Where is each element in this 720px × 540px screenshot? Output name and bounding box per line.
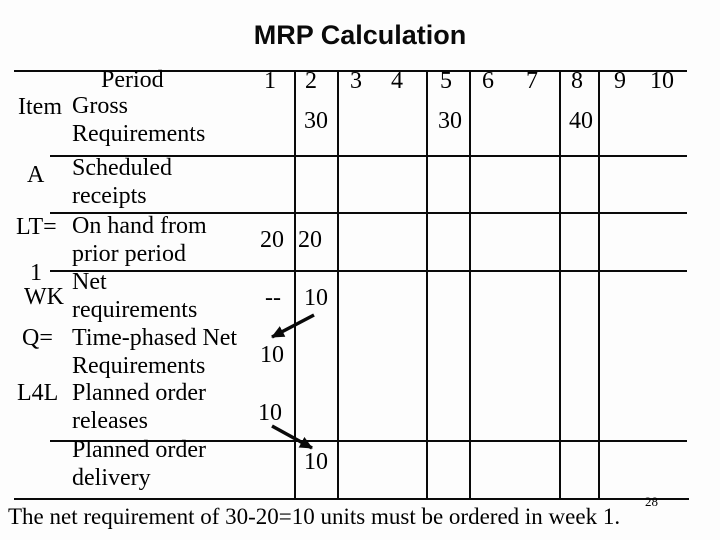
- lead-time-label: LT=: [16, 214, 57, 240]
- table-top-border: [14, 70, 687, 72]
- row-divider-3: [50, 270, 687, 272]
- arrow-releases-to-delivery: [271, 424, 313, 450]
- row-label-gross-requirements: Gross Requirements: [72, 93, 206, 147]
- arrow-net-to-timephased: [271, 313, 315, 339]
- period-header-10: 10: [650, 68, 674, 94]
- period-header-1: 1: [264, 68, 276, 94]
- cell-gross-p2: 30: [304, 108, 328, 134]
- cell-gross-p5: 30: [438, 108, 462, 134]
- cell-delivery-p2: 10: [304, 449, 328, 475]
- cell-onhand-p2: 20: [298, 227, 322, 253]
- cell-netreq-p2: 10: [304, 285, 328, 311]
- row-divider-4: [50, 440, 687, 442]
- lead-time-value: 1: [30, 260, 42, 286]
- cell-gross-p8: 40: [569, 108, 593, 134]
- col-line-7-8: [559, 70, 561, 500]
- row-label-time-phased-net: Time-phased Net Requirements: [72, 325, 238, 379]
- period-header-9: 9: [614, 68, 626, 94]
- row-label-on-hand: On hand from prior period: [72, 213, 207, 267]
- period-header-label: Period: [101, 67, 164, 93]
- col-line-1-2: [294, 70, 296, 500]
- cell-releases-p1: 10: [258, 400, 282, 426]
- col-line-2-3: [337, 70, 339, 500]
- period-header-7: 7: [526, 68, 538, 94]
- col-line-5-6: [469, 70, 471, 500]
- period-header-5: 5: [440, 68, 452, 94]
- period-header-2: 2: [305, 68, 317, 94]
- quantity-label: Q=: [22, 325, 53, 351]
- row-divider-1: [50, 155, 687, 157]
- cell-timephased-p1: 10: [260, 342, 284, 368]
- cell-netreq-p1: --: [265, 285, 281, 311]
- cell-onhand-p1: 20: [260, 227, 284, 253]
- period-header-8: 8: [571, 68, 583, 94]
- slide-number: 28: [645, 494, 658, 509]
- row-divider-2: [50, 212, 687, 214]
- footnote-text: The net requirement of 30-20=10 units mu…: [8, 504, 621, 529]
- row-label-planned-order-delivery: Planned order delivery: [72, 437, 206, 491]
- row-label-scheduled-receipts: Scheduled receipts: [72, 155, 172, 209]
- quantity-value: L4L: [17, 380, 59, 406]
- item-name: A: [27, 162, 45, 188]
- col-line-4-5: [426, 70, 428, 500]
- row-label-planned-order-releases: Planned order releases: [72, 380, 206, 434]
- row-label-net-requirements: Net requirements: [72, 269, 198, 323]
- period-header-6: 6: [482, 68, 494, 94]
- col-line-8-9: [598, 70, 600, 500]
- slide-title: MRP Calculation: [253, 20, 467, 50]
- table-bottom-border: [14, 498, 689, 500]
- item-column-header: Item: [18, 94, 62, 120]
- period-header-3: 3: [350, 68, 362, 94]
- lead-time-unit: WK: [24, 284, 64, 310]
- period-header-4: 4: [391, 68, 403, 94]
